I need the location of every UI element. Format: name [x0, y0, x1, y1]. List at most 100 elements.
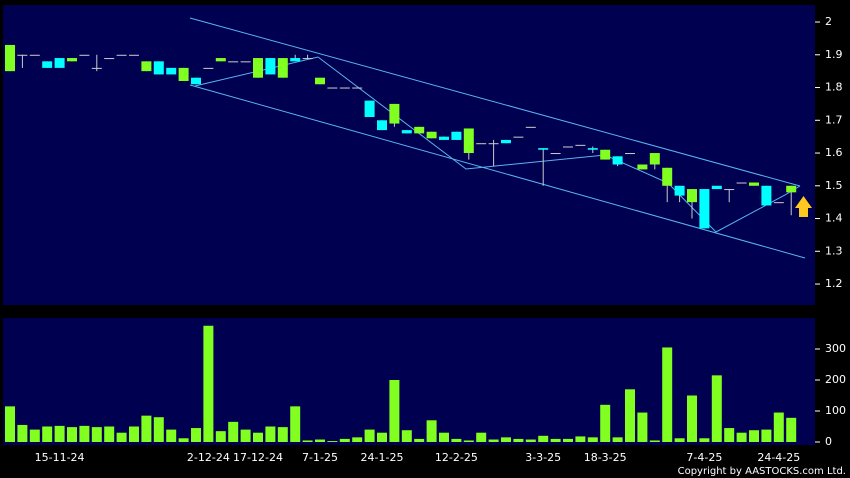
candle-body [451, 131, 462, 140]
candle-body [178, 67, 189, 81]
x-tick-label: 7-1-25 [302, 451, 338, 464]
candle-body [377, 120, 387, 131]
candle-body [277, 58, 288, 78]
volume-bar [439, 432, 449, 442]
volume-bar [240, 429, 251, 442]
volume-bar [525, 439, 536, 442]
candle-body [401, 130, 412, 134]
candle-body [600, 149, 611, 160]
candle-body [327, 87, 338, 89]
volume-bar [129, 426, 139, 442]
trendlines [189, 17, 806, 259]
volume-bar [17, 424, 28, 442]
y-tick-label: 1.6 [825, 146, 843, 159]
volume-bar [54, 425, 65, 442]
volume-panel [3, 318, 815, 445]
volume-bar [711, 375, 722, 442]
volume-bar [339, 438, 350, 442]
candle-body [674, 185, 685, 196]
y-tick-label: 1.7 [825, 113, 843, 126]
volume-bar [476, 432, 487, 442]
price-panel [3, 5, 815, 305]
volume-bar [625, 389, 635, 442]
candle-body [525, 126, 536, 128]
x-tick-label: 24-4-25 [757, 451, 800, 464]
volume-bar [116, 432, 127, 442]
volume-bar [141, 415, 152, 442]
y-tick-label: 1.5 [825, 179, 843, 192]
volume-bar [724, 428, 735, 442]
candle-body [761, 185, 772, 206]
candle-body [687, 189, 697, 203]
volume-bar [699, 438, 710, 442]
candle-body [17, 54, 28, 56]
volume-bar [5, 406, 15, 442]
y-tick-label: 2 [825, 15, 832, 28]
x-tick-label: 24-1-25 [361, 451, 404, 464]
volume-bar [302, 440, 313, 442]
candle-body [166, 67, 177, 75]
candle-body [513, 136, 524, 138]
x-tick-label: 18-3-25 [584, 451, 627, 464]
y-tick-label: 1.3 [825, 244, 843, 257]
volume-tick-label: 0 [825, 435, 832, 448]
volume-bar [749, 430, 759, 442]
candle-body [488, 143, 499, 145]
volume-bar [191, 428, 201, 442]
candle-body [129, 54, 139, 56]
volume-bar [79, 425, 90, 442]
volume-bar [612, 437, 623, 442]
volume-bar [674, 438, 685, 442]
candle-body [339, 87, 350, 89]
candle-body [253, 58, 263, 78]
y-tick-label: 1.2 [825, 277, 843, 290]
volume-bar [786, 417, 797, 442]
candle-body [315, 77, 325, 85]
candle-body [141, 61, 152, 72]
candle-body [91, 67, 102, 69]
volume-bar [364, 429, 375, 442]
candle-body [5, 44, 15, 72]
candle-body [575, 144, 586, 146]
volume-bar [600, 404, 611, 442]
volume-bar [687, 395, 697, 442]
x-tick-label: 2-12-24 [187, 451, 230, 464]
volume-bar [277, 427, 288, 442]
volume-bar [215, 431, 226, 442]
volume-tick-label: 100 [825, 404, 846, 417]
volume-bar [662, 347, 673, 442]
y-tick-label: 1.8 [825, 81, 843, 94]
candle-body [550, 153, 561, 155]
volume-bar [736, 432, 747, 442]
x-tick-label: 17-12-24 [233, 451, 283, 464]
candle-body [67, 58, 77, 62]
copyright: Copyright by AASTOCKS.com Ltd. [678, 466, 846, 477]
candle-body [439, 136, 449, 140]
volume-bar [91, 427, 102, 442]
candle-body [116, 54, 127, 56]
y-tick-label: 1.9 [825, 48, 843, 61]
volume-tick-label: 300 [825, 342, 846, 355]
candle-body [54, 58, 65, 68]
candle-body [587, 148, 598, 150]
x-tick-label: 7-4-25 [686, 451, 722, 464]
volume-bar [575, 436, 586, 442]
arrow-marker [795, 196, 812, 217]
candle-body [215, 58, 226, 62]
volume-bar [538, 435, 549, 442]
candle-body [290, 58, 301, 62]
candle-body [29, 54, 40, 56]
volume-bar [67, 427, 77, 442]
candle-body [625, 153, 635, 155]
candle-body [563, 146, 573, 148]
candle-body [265, 58, 276, 75]
volume-bar [637, 412, 648, 442]
volume-bar [228, 421, 239, 442]
volume-bar [488, 439, 499, 442]
candle-body [749, 182, 759, 186]
candle-body [153, 61, 164, 75]
volume-bar [414, 438, 425, 442]
candle-body [637, 164, 648, 170]
volume-bar [773, 412, 784, 442]
candle-body [42, 61, 53, 68]
